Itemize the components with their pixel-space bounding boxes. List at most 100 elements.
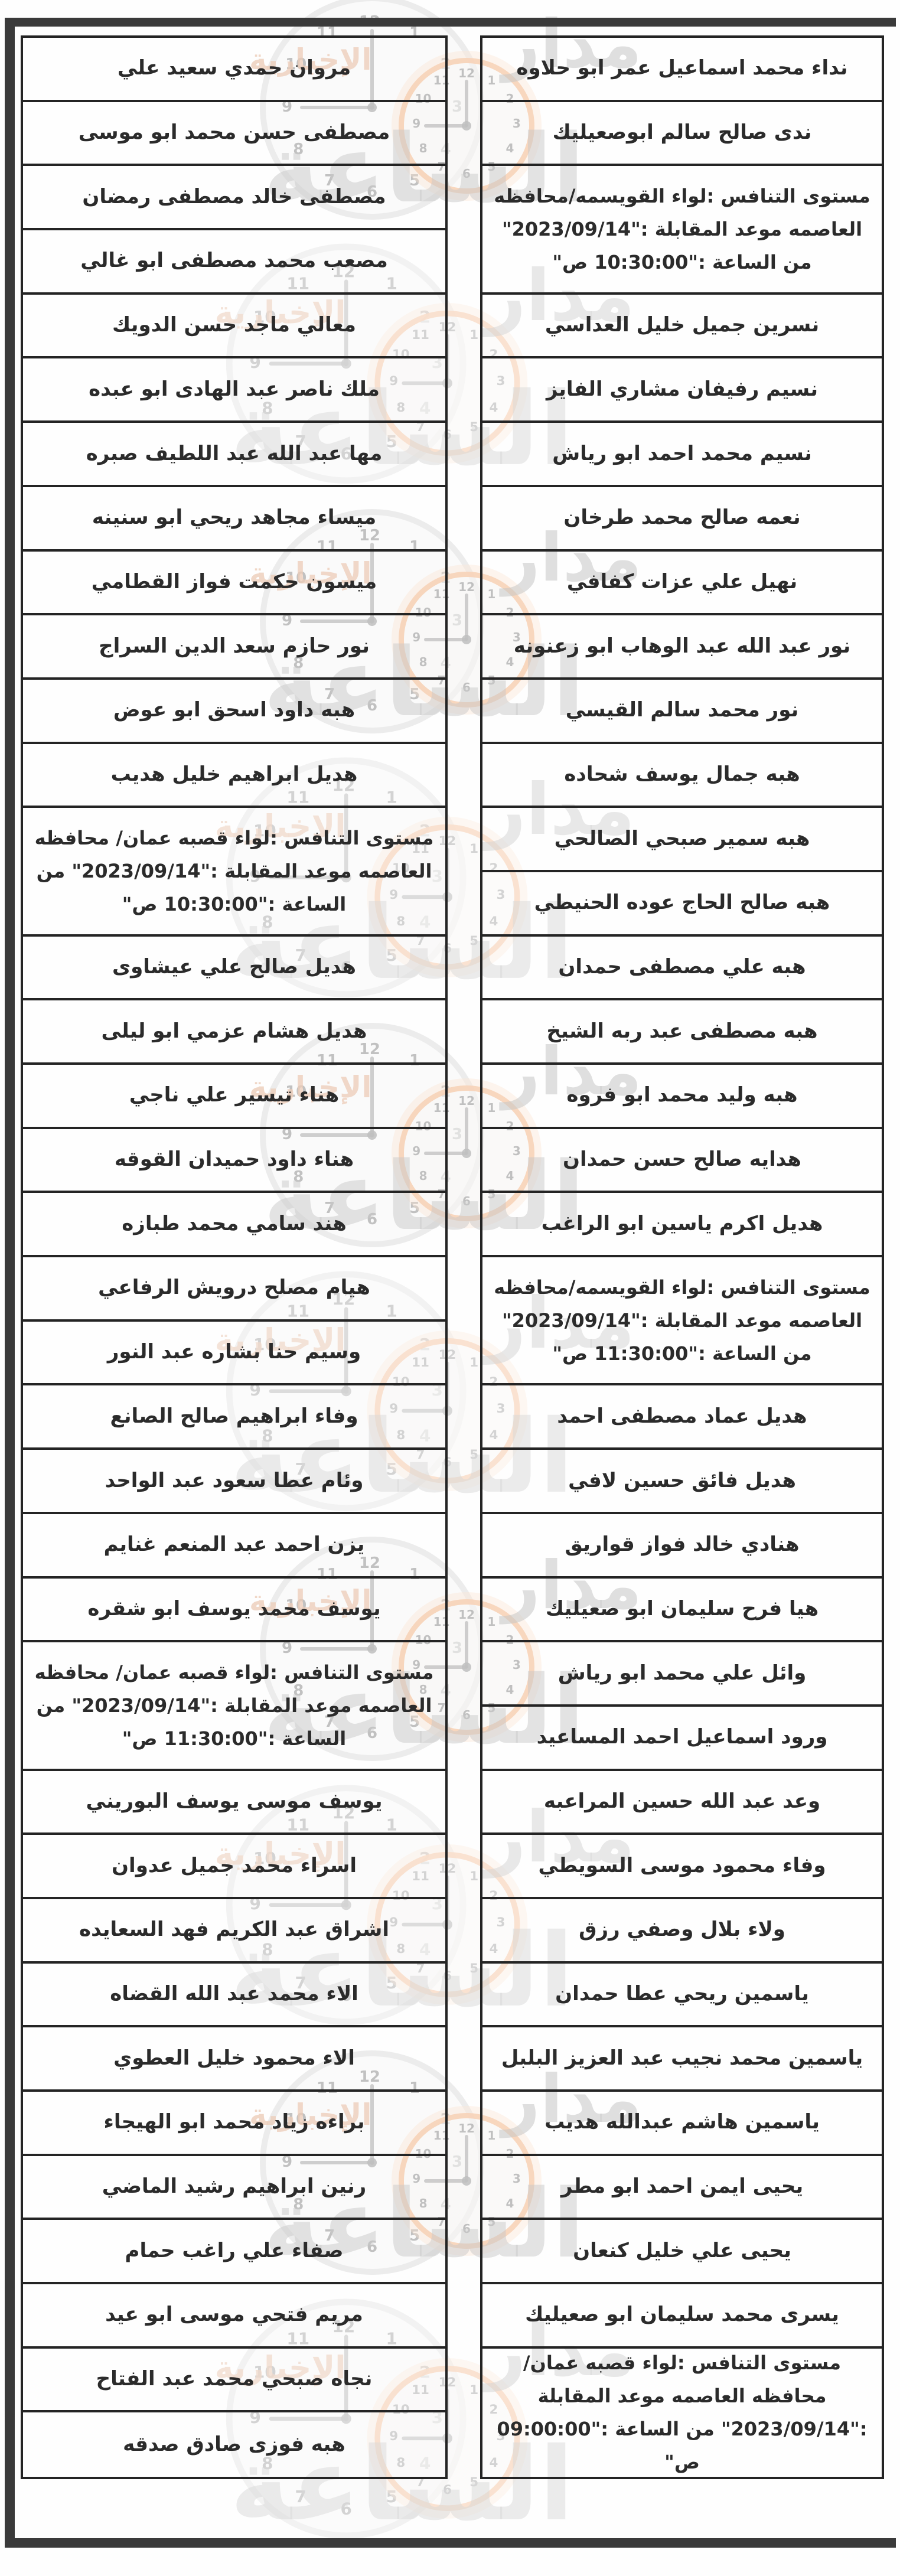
clock-center-pin (462, 1662, 471, 1672)
candidate-name-cell: هبه داود اسحق ابو عوض (23, 680, 445, 744)
clock-number: 12 (458, 1094, 475, 1108)
competition-level-cell: مستوى التنافس :لواء قصبه عمان/ محافظه ال… (497, 2352, 868, 2474)
clock-minute-hand (465, 1620, 468, 1669)
candidate-name-cell: نور عبد الله عبد الوهاب ابو زعنونه (482, 615, 882, 680)
competition-level-cell: مستوى التنافس :لواء القويسمه/محافظه العا… (482, 1257, 882, 1386)
candidate-name-cell: الاء محمود خليل العطوي (23, 2027, 445, 2092)
candidate-name-cell: وائل علي محمد ابو رياش (482, 1642, 882, 1707)
competition-level-cell: مستوى التنافس :لواء قصبه عمان/ محافظه ال… (23, 808, 445, 937)
clock-number: 12 (458, 1607, 475, 1622)
candidate-name-cell: نهيل علي عزات كفافي (482, 552, 882, 616)
candidate-name-cell: ميساء مجاهد ريحي ابو سنينه (23, 487, 445, 552)
frame-top-bar (6, 18, 896, 27)
clock-number: 12 (458, 66, 475, 81)
candidate-name-cell: نور حازم سعد الدين السراج (23, 615, 445, 680)
clock-center-pin (462, 1149, 471, 1158)
clock-number: 6 (462, 680, 471, 694)
candidate-name-cell: هديل اكرم ياسين ابو الراغب (482, 1193, 882, 1258)
candidate-name-cell: هبه جمال يوسف شحاده (482, 744, 882, 808)
candidate-name-cell: نسرين جميل خليل العداسي (482, 295, 882, 359)
candidate-name-cell: معالي ماجد حسن الدويك (23, 295, 445, 359)
candidate-name-cell: هديل صالح علي عيشاوى (23, 937, 445, 1001)
clock-number: 6 (462, 1707, 471, 1722)
candidate-name-cell: الاء محمد عبد الله القضاه (23, 1964, 445, 2028)
clock-minute-hand (465, 1107, 468, 1155)
clock-number: 12 (458, 580, 475, 595)
candidate-name-cell: هدايه صالح حسن حمدان (482, 1129, 882, 1194)
candidate-name-cell: يزن احمد عبد المنعم غنايم (23, 1514, 445, 1579)
candidate-name-cell: هديل عماد مصطفى احمد (482, 1385, 882, 1450)
clock-number: 6 (442, 2482, 452, 2497)
names-column-right: نداء محمد اسماعيل عمر ابو حلاوه ندى صالح … (480, 35, 884, 2480)
candidate-name-cell: يوسف موسى يوسف البوريني (23, 1771, 445, 1835)
candidate-name-cell: هند سامي محمد طبازه (23, 1193, 445, 1258)
candidate-name-cell: نور محمد سالم القيسي (482, 680, 882, 744)
candidate-name-cell: صفاء علي راغب حمام (23, 2220, 445, 2285)
candidate-name-cell: مروان حمدي سعيد علي (23, 38, 445, 102)
clock-number: 6 (462, 2221, 471, 2236)
clock-number: 3 (451, 1126, 463, 1143)
candidate-name-cell: وفاء محمود موسى السويطي (482, 1835, 882, 1899)
candidate-name-cell: ندى صالح سالم ابوصعيليك (482, 102, 882, 167)
candidate-name-cell: نعمه صالح محمد طرخان (482, 487, 882, 552)
clock-center-pin (462, 121, 471, 131)
clock-number: 3 (451, 1639, 463, 1657)
clock-number: 3 (451, 98, 463, 116)
clock-center-pin (462, 635, 471, 644)
clock-number: 6 (462, 166, 471, 181)
candidate-name-cell: يسرى محمد سليمان ابو صعيليك (482, 2284, 882, 2349)
candidate-name-cell: هبه سمير صبحي الصالحي (482, 808, 882, 872)
clock-number: 6 (462, 1194, 471, 1208)
candidate-name-cell: يوسف محمد يوسف ابو شقره (23, 1579, 445, 1643)
candidate-name-cell: ميسون حكمت فواز القطامي (23, 552, 445, 616)
clock-number: 6 (340, 2499, 352, 2519)
candidate-name-cell: هبه فوزى صادق صدقه (123, 2432, 345, 2456)
candidate-name-cell: مصعب محمد مصطفى ابو غالي (23, 230, 445, 295)
candidate-name-cell: نداء محمد اسماعيل عمر ابو حلاوه (482, 38, 882, 102)
frame-bottom-bar (6, 2538, 896, 2548)
candidate-name-cell: اشراق عبد الكريم فهد السعايده (23, 1899, 445, 1964)
candidate-name-cell: هيا فرح سليمان ابو صعيليك (482, 1579, 882, 1643)
candidate-name-cell: نسيم رفيفان مشاري الفايز (482, 358, 882, 423)
candidate-name-cell: هناء تيسير علي ناجي (23, 1065, 445, 1129)
competition-level-cell: مستوى التنافس :لواء قصبه عمان/ محافظه ال… (23, 1642, 445, 1771)
candidate-name-cell: هبه علي مصطفى حمدان (482, 937, 882, 1001)
candidate-name-cell: وفاء ابراهيم صالح الصانع (23, 1385, 445, 1450)
candidate-name-cell: مصطفى حسن محمد ابو موسى (23, 102, 445, 167)
candidate-name-cell: هبه مصطفى عبد ربه الشيخ (482, 1000, 882, 1065)
clock-number: 3 (451, 2153, 463, 2171)
candidate-name-cell: هديل ابراهيم خليل هديب (23, 744, 445, 808)
clock-minute-hand (465, 593, 468, 641)
clock-minute-hand (465, 2134, 468, 2183)
competition-level-cell: مستوى التنافس :لواء القويسمه/محافظه العا… (482, 166, 882, 295)
clock-number: 12 (458, 2121, 475, 2136)
candidate-name-cell: هديل هشام عزمي ابو ليلى (23, 1000, 445, 1065)
candidate-name-cell: وئام عطا سعود عبد الواحد (23, 1450, 445, 1514)
candidate-name-cell: هديل فائق حسين لافي (482, 1450, 882, 1514)
candidate-name-cell: يحيى ايمن احمد ابو مطر (482, 2156, 882, 2220)
candidate-name-cell: هبه وليد محمد ابو فروه (482, 1065, 882, 1129)
candidate-name-cell: رنين ابراهيم رشيد الماضي (23, 2156, 445, 2220)
candidate-name-cell: مصطفى خالد مصطفى رمضان (23, 166, 445, 231)
candidate-name-cell: ولاء بلال وصفي رزق (482, 1899, 882, 1964)
candidate-name-cell: هيام مصلح درويش الرفاعي (23, 1257, 445, 1322)
candidate-name-cell: هناء داود حميدان القوقه (23, 1129, 445, 1194)
frame-left-bar (5, 18, 15, 2548)
candidate-name-cell: ملك ناصر عبد الهادى ابو عبده (23, 358, 445, 423)
candidate-name-cell: ياسمين محمد نجيب عبد العزيز البلبل (482, 2027, 882, 2092)
candidate-name-cell: براءه زياد محمد ابو الهيجاء (23, 2092, 445, 2156)
clock-number: 5 (386, 2487, 397, 2507)
candidate-name-cell: اسراء محمد جميل عدوان (23, 1835, 445, 1899)
candidate-name-cell: ياسمين هاشم عبدالله هديب (482, 2092, 882, 2156)
clock-center-pin (462, 2176, 471, 2186)
names-column-left: مروان حمدي سعيد علي مصطفى حسن محمد ابو مو… (21, 35, 448, 2480)
clock-number: 3 (451, 612, 463, 630)
candidate-name-cell: يحيى علي خليل كنعان (482, 2220, 882, 2285)
candidate-name-cell: ياسمين ريحي عطا حمدان (482, 1964, 882, 2028)
clock-number: 7 (295, 2487, 306, 2507)
candidate-name-cell: نجاه صبحي محمد عبد الفتاح (23, 2349, 445, 2413)
candidate-name-cell: مريم فتحي موسى ابو عيد (23, 2284, 445, 2349)
candidate-name-cell: وعد عبد الله حسين المراعبه (482, 1771, 882, 1835)
clock-minute-hand (465, 79, 468, 128)
candidate-name-cell: هنادي خالد فواز قواريق (482, 1514, 882, 1579)
